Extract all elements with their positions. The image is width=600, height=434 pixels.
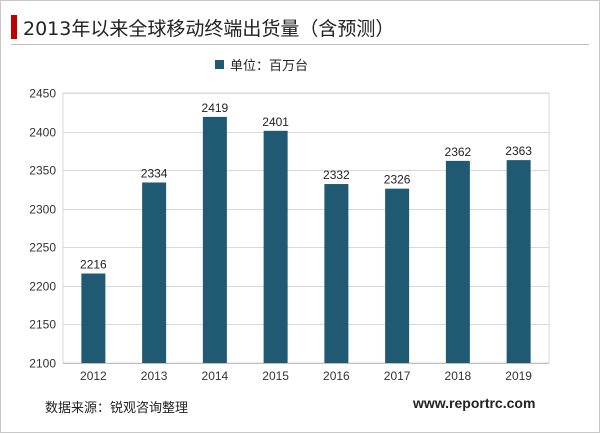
data-source: 数据来源：锐观咨询整理	[45, 401, 189, 416]
bar	[142, 182, 167, 363]
x-tick-label: 2013	[141, 369, 168, 383]
y-tick-label: 2200	[29, 280, 56, 294]
bar	[445, 160, 470, 363]
bar	[506, 160, 531, 363]
legend-swatch	[215, 60, 224, 69]
data-label: 2363	[505, 144, 532, 158]
title-accent-bar	[11, 15, 17, 39]
y-tick-label: 2350	[29, 164, 56, 178]
y-tick-label: 2450	[29, 87, 56, 101]
y-tick-label: 2100	[29, 357, 56, 371]
y-tick-label: 2250	[29, 241, 56, 255]
bar	[202, 116, 227, 364]
data-label: 2401	[262, 115, 289, 129]
y-tick-label: 2300	[29, 203, 56, 217]
data-label: 2419	[202, 101, 229, 115]
x-tick-label: 2017	[384, 369, 411, 383]
data-label: 2326	[384, 173, 411, 187]
data-label: 2216	[80, 258, 107, 272]
plot-area	[62, 92, 550, 364]
x-tick-label: 2018	[445, 369, 472, 383]
x-tick-label: 2016	[323, 369, 350, 383]
data-label: 2332	[323, 168, 350, 182]
legend: 单位：百万台	[215, 55, 308, 74]
website-label: www.reportrc.com	[413, 395, 536, 411]
x-tick-label: 2019	[505, 369, 532, 383]
y-tick-label: 2400	[29, 126, 56, 140]
bar	[385, 188, 410, 363]
bar	[263, 130, 288, 363]
bar	[324, 184, 349, 363]
chart-title: 2013年以来全球移动终端出货量（含预测）	[23, 18, 395, 40]
y-tick-label: 2150	[29, 318, 56, 332]
x-tick-label: 2015	[262, 369, 289, 383]
data-label: 2334	[141, 166, 168, 180]
legend-label: 单位：百万台	[230, 59, 309, 74]
bar	[81, 273, 106, 363]
x-tick-label: 2014	[202, 369, 229, 383]
x-tick-label: 2012	[80, 369, 107, 383]
title-divider	[11, 44, 589, 45]
data-label: 2362	[445, 145, 472, 159]
